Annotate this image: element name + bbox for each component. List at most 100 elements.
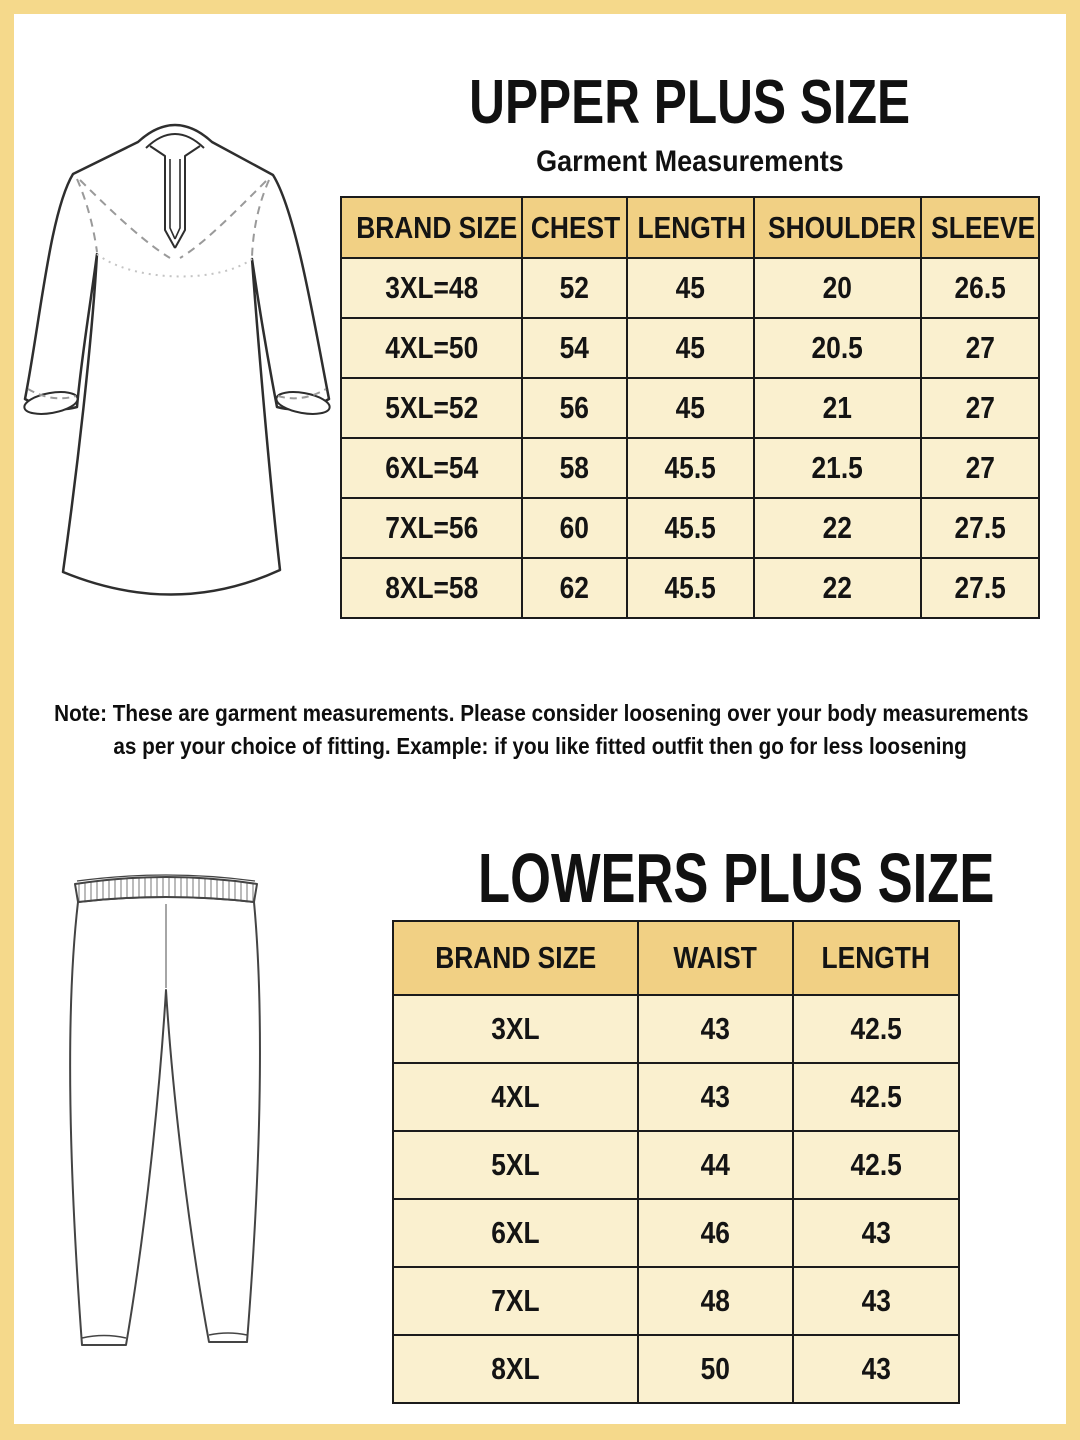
header-label: SHOULDER xyxy=(767,209,916,245)
table-cell: 42.5 xyxy=(791,1062,961,1132)
table-cell: 7XL=56 xyxy=(340,497,523,559)
table-cell: 48 xyxy=(637,1266,794,1336)
measurement-note: Note: These are garment measurements. Pl… xyxy=(0,697,1080,763)
table-cell: 26.5 xyxy=(920,257,1040,319)
cell-value: 21.5 xyxy=(811,450,864,485)
table-cell: 27.5 xyxy=(920,497,1040,559)
pants-illustration xyxy=(58,868,273,1358)
table-cell: 8XL=58 xyxy=(340,557,523,619)
table-cell: 43 xyxy=(637,994,794,1064)
table-row: 4XL=50 54 45 20.5 27 xyxy=(340,317,1040,379)
table-cell: 45 xyxy=(626,317,755,379)
table-cell: 45.5 xyxy=(626,437,755,499)
table-cell: 44 xyxy=(637,1130,794,1200)
table-cell: 62 xyxy=(520,557,629,619)
table-cell: 56 xyxy=(520,377,629,439)
cell-value: 26.5 xyxy=(954,270,1006,305)
cell-value: 8XL xyxy=(491,1351,540,1386)
header-cell: CHEST xyxy=(520,196,629,259)
table-row: 5XL=52 56 45 21 27 xyxy=(340,377,1040,439)
table-cell: 43 xyxy=(791,1198,961,1268)
table-row: 8XL=58 62 45.5 22 27.5 xyxy=(340,557,1040,619)
cell-value: 42.5 xyxy=(850,1011,902,1046)
header-cell: LENGTH xyxy=(626,196,755,259)
table-cell: 5XL=52 xyxy=(340,377,523,439)
table-cell: 45.5 xyxy=(626,497,755,559)
table-cell: 46 xyxy=(637,1198,794,1268)
cell-value: 45.5 xyxy=(664,450,717,485)
cell-value: 58 xyxy=(559,450,589,485)
table-cell: 22 xyxy=(752,557,923,619)
cell-value: 43 xyxy=(861,1283,891,1318)
note-line-2: as per your choice of fitting. Example: … xyxy=(113,733,967,759)
table-cell: 20.5 xyxy=(752,317,923,379)
cell-value: 3XL xyxy=(491,1011,540,1046)
table-cell: 43 xyxy=(791,1266,961,1336)
table-cell: 20 xyxy=(752,257,923,319)
table-cell: 21.5 xyxy=(752,437,923,499)
cell-value: 4XL=50 xyxy=(384,330,478,365)
header-cell: WAIST xyxy=(637,920,794,996)
upper-subtitle-text: Garment Measurements xyxy=(536,145,844,178)
table-cell: 43 xyxy=(791,1334,961,1404)
table-cell: 3XL=48 xyxy=(340,257,523,319)
cell-value: 5XL=52 xyxy=(384,390,478,425)
header-cell: SLEEVE xyxy=(920,196,1040,259)
cell-value: 46 xyxy=(700,1215,730,1250)
cell-value: 45 xyxy=(675,330,706,365)
cell-value: 52 xyxy=(559,270,589,305)
table-row: 4XL 43 42.5 xyxy=(391,1062,961,1132)
upper-section-title: UPPER PLUS SIZE xyxy=(340,72,1040,134)
table-row: 7XL 48 43 xyxy=(391,1266,961,1336)
table-cell: 45 xyxy=(626,377,755,439)
table-cell: 6XL=54 xyxy=(340,437,523,499)
cell-value: 44 xyxy=(700,1147,730,1182)
table-row: 3XL=48 52 45 20 26.5 xyxy=(340,257,1040,319)
cell-value: 43 xyxy=(861,1215,891,1250)
header-label: LENGTH xyxy=(637,209,747,245)
table-row: 3XL 43 42.5 xyxy=(391,994,961,1064)
table-cell: 4XL xyxy=(391,1062,640,1132)
table-row: 7XL=56 60 45.5 22 27.5 xyxy=(340,497,1040,559)
table-cell: 58 xyxy=(520,437,629,499)
header-label: CHEST xyxy=(530,209,620,245)
note-line-1: Note: These are garment measurements. Pl… xyxy=(54,700,1029,726)
table-cell: 22 xyxy=(752,497,923,559)
lower-title-text: LOWERS PLUS SIZE xyxy=(478,839,995,917)
header-label: LENGTH xyxy=(821,940,930,975)
cell-value: 45.5 xyxy=(664,510,717,545)
table-row: 5XL 44 42.5 xyxy=(391,1130,961,1200)
table-cell: 52 xyxy=(520,257,629,319)
cell-value: 45 xyxy=(675,270,706,305)
cell-value: 54 xyxy=(559,330,589,365)
cell-value: 8XL=58 xyxy=(384,570,478,605)
table-cell: 50 xyxy=(637,1334,794,1404)
cell-value: 3XL=48 xyxy=(384,270,478,305)
upper-title-text: UPPER PLUS SIZE xyxy=(469,68,911,137)
table-cell: 8XL xyxy=(391,1334,640,1404)
cell-value: 43 xyxy=(861,1351,891,1386)
table-cell: 6XL xyxy=(391,1198,640,1268)
header-cell: BRAND SIZE xyxy=(340,196,523,259)
table-row: 6XL 46 43 xyxy=(391,1198,961,1268)
cell-value: 21 xyxy=(822,390,853,425)
leggings-line-drawing-icon xyxy=(69,874,261,1346)
upper-section-subtitle: Garment Measurements xyxy=(340,147,1040,177)
table-cell: 27 xyxy=(920,377,1040,439)
cell-value: 42.5 xyxy=(850,1147,902,1182)
cell-value: 5XL xyxy=(491,1147,540,1182)
table-cell: 45 xyxy=(626,257,755,319)
kurta-line-drawing-icon xyxy=(23,123,331,596)
cell-value: 6XL=54 xyxy=(384,450,478,485)
cell-value: 27.5 xyxy=(954,510,1006,545)
upper-size-table: BRAND SIZE CHEST LENGTH SHOULDER SLEEVE … xyxy=(340,196,1040,619)
table-cell: 21 xyxy=(752,377,923,439)
table-row: 6XL=54 58 45.5 21.5 27 xyxy=(340,437,1040,499)
lower-section-title: LOWERS PLUS SIZE xyxy=(392,843,994,913)
header-label: BRAND SIZE xyxy=(435,940,597,975)
cell-value: 27.5 xyxy=(954,570,1006,605)
kurta-illustration xyxy=(22,112,332,642)
cell-value: 27 xyxy=(965,390,995,425)
header-label: WAIST xyxy=(673,940,758,975)
